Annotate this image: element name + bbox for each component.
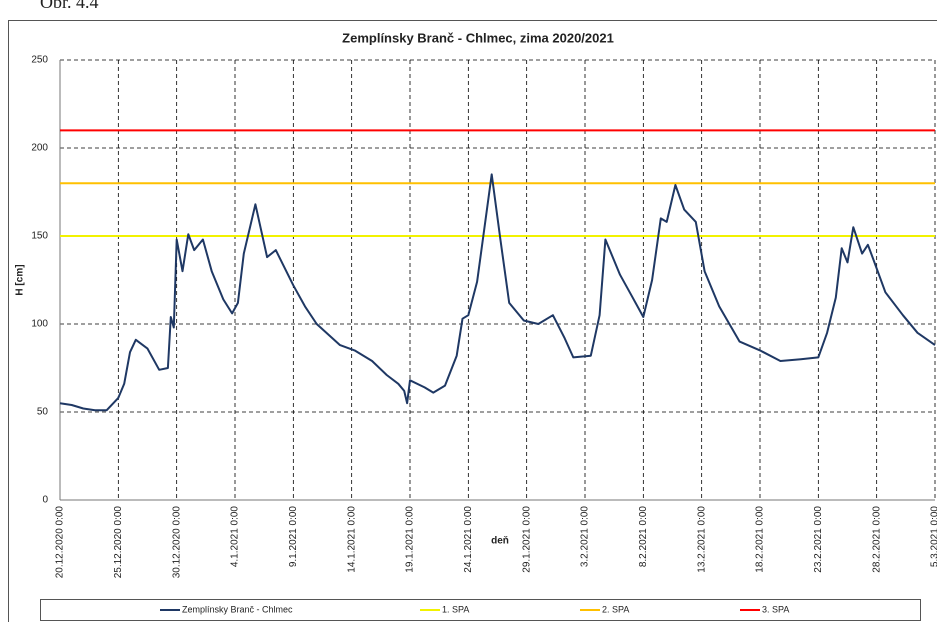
x-tick-label: 23.2.2021 0:00 (813, 506, 824, 573)
legend-label: 1. SPA (442, 604, 469, 614)
y-tick-label: 0 (42, 495, 48, 506)
x-tick-label: 30.12.2020 0:00 (171, 506, 182, 579)
x-tick-label: 4.1.2021 0:00 (230, 506, 241, 568)
x-tick-label: 8.2.2021 0:00 (638, 506, 649, 568)
x-tick-label: 13.2.2021 0:00 (696, 506, 707, 573)
legend-label: Zemplínsky Branč - Chlmec (182, 604, 293, 614)
x-tick-label: 5.3.2021 0:00 (930, 506, 937, 568)
data-line (59, 173, 936, 412)
x-tick-label: 29.1.2021 0:00 (521, 506, 532, 573)
x-tick-label: 9.1.2021 0:00 (288, 506, 299, 568)
y-tick-label: 200 (31, 143, 48, 154)
x-tick-label: 18.2.2021 0:00 (755, 506, 766, 573)
figure-label: Obr. 4.4 (40, 0, 99, 12)
y-tick-label: 100 (31, 319, 48, 330)
x-tick-label: 14.1.2021 0:00 (346, 506, 357, 573)
x-axis-label: deň (491, 536, 509, 547)
y-tick-label: 150 (31, 231, 48, 242)
x-tick-label: 20.12.2020 0:00 (55, 506, 66, 579)
chart-frame (8, 20, 937, 622)
x-tick-label: 24.1.2021 0:00 (463, 506, 474, 573)
chart-title: Zemplínsky Branč - Chlmec, zima 2020/202… (342, 30, 614, 45)
x-tick-label: 19.1.2021 0:00 (405, 506, 416, 573)
y-tick-label: 50 (37, 407, 49, 418)
y-tick-label: 250 (31, 55, 48, 66)
legend (40, 599, 921, 621)
x-tick-label: 3.2.2021 0:00 (580, 506, 591, 568)
legend-label: 2. SPA (602, 604, 629, 614)
x-tick-label: 28.2.2021 0:00 (871, 506, 882, 573)
legend-label: 3. SPA (762, 604, 789, 614)
x-tick-label: 25.12.2020 0:00 (113, 506, 124, 579)
y-axis-label: H [cm] (15, 264, 26, 295)
